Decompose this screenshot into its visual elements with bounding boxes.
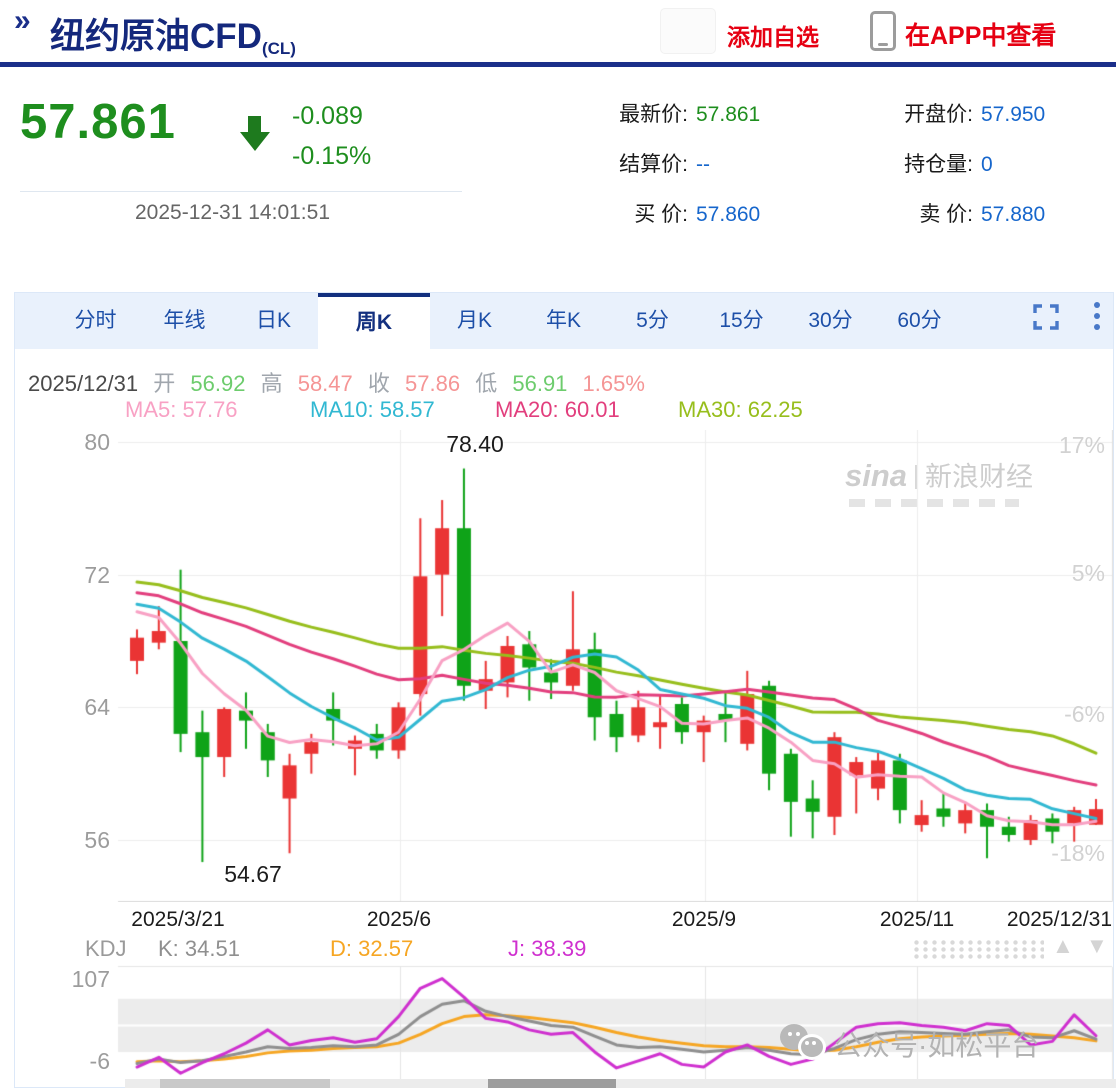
add-watchlist-button[interactable]: 添加自选 [727, 24, 819, 50]
header-divider [0, 62, 1116, 67]
quote-field: 卖 价: 57.880 [919, 203, 1046, 226]
low-label: 低 [475, 371, 498, 396]
candlestick-chart-canvas[interactable] [0, 430, 1116, 902]
view-in-app-link[interactable]: 在APP中查看 [905, 22, 1057, 50]
watchlist-star-box[interactable] [660, 8, 716, 54]
price-change-percent: -0.15% [292, 142, 372, 170]
kdj-title: KDJ [85, 936, 127, 961]
tab-年线[interactable]: 年线 [140, 293, 229, 349]
amplitude-value: 1.65% [582, 371, 645, 396]
chart-scrollbar-thumb[interactable] [488, 1079, 616, 1088]
quote-fields: 最新价: 57.861 开盘价: 57.950 结算价: -- 持仓量: 0 买 价: 57.86… [570, 98, 1115, 248]
kdj-k-readout: K: 34.51 [158, 936, 240, 961]
ma5-readout: MA5: 57.76 [125, 397, 238, 422]
page-title: 纽约原油CFD(CL) [50, 8, 296, 59]
phone-icon [870, 11, 896, 51]
wechat-icon [780, 1024, 826, 1064]
zoom-out-arrow-icon[interactable]: ▼ [1086, 933, 1108, 958]
instrument-name: 纽约原油CFD [50, 17, 262, 56]
tab-分时[interactable]: 分时 [51, 293, 140, 349]
ohlc-readout: 2025/12/31 开 56.92 高 58.47 收 57.86 低 56.… [28, 366, 654, 398]
quote-timestamp: 2025-12-31 14:01:51 [135, 201, 330, 224]
ohlc-date: 2025/12/31 [28, 371, 139, 396]
tab-60分[interactable]: 60分 [875, 293, 964, 349]
ma20-readout: MA20: 60.01 [495, 397, 620, 422]
open-label: 开 [153, 371, 176, 396]
wechat-watermark-text: 公众号·如松平台 [834, 1030, 1040, 1061]
more-options-icon[interactable] [1094, 302, 1102, 335]
zoom-in-arrow-icon[interactable]: ▲ [1052, 933, 1074, 958]
kdj-d-readout: D: 32.57 [330, 936, 414, 961]
open-value: 56.92 [190, 371, 246, 396]
quote-field: 最新价: 57.861 [619, 103, 761, 126]
low-value: 56.91 [512, 371, 568, 396]
high-label: 高 [260, 371, 283, 396]
high-annotation: 78.40 [446, 431, 504, 457]
instrument-symbol: (CL) [261, 39, 296, 58]
chart-scrollbar-segment[interactable] [160, 1079, 330, 1088]
high-value: 58.47 [297, 371, 353, 396]
site-logo-icon: » [14, 4, 31, 37]
price-divider [20, 191, 462, 192]
kdj-j-readout: J: 38.39 [508, 936, 587, 961]
close-value: 57.86 [405, 371, 461, 396]
close-label: 收 [367, 371, 390, 396]
price-down-arrow-icon [240, 116, 270, 154]
zoom-slider-dots[interactable] [912, 939, 1044, 959]
chart-scrollbar-track[interactable] [125, 1079, 1116, 1088]
tab-年K[interactable]: 年K [519, 293, 608, 349]
quote-field: 开盘价: 57.950 [904, 103, 1046, 126]
chart-period-tabs: 分时 年线 日K 周K 月K 年K 5分 15分 30分 60分 [15, 293, 1113, 349]
tab-日K[interactable]: 日K [229, 293, 318, 349]
quote-field: 买 价: 57.860 [634, 203, 761, 226]
fullscreen-icon[interactable] [1032, 303, 1060, 336]
kdj-indicator-canvas[interactable] [0, 965, 1116, 1088]
tab-15分[interactable]: 15分 [697, 293, 786, 349]
tab-周K[interactable]: 周K [318, 293, 430, 349]
tab-30分[interactable]: 30分 [786, 293, 875, 349]
quote-field: 结算价: -- [619, 153, 710, 176]
last-price: 57.861 [20, 95, 176, 149]
ma30-readout: MA30: 62.25 [678, 397, 803, 422]
ma10-readout: MA10: 58.57 [310, 397, 435, 422]
tab-月K[interactable]: 月K [430, 293, 519, 349]
ma-readout: MA5: 57.76 MA10: 58.57 MA20: 60.01 MA30:… [0, 397, 1116, 425]
low-annotation: 54.67 [224, 861, 282, 887]
tab-5分[interactable]: 5分 [608, 293, 697, 349]
quote-field: 持仓量: 0 [904, 153, 993, 176]
price-change: -0.089 [292, 102, 363, 130]
wechat-watermark: 公众号·如松平台 [780, 1024, 1039, 1064]
